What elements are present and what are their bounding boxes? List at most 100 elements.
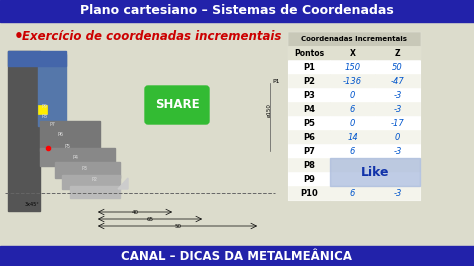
Bar <box>375 158 420 172</box>
Bar <box>375 130 420 144</box>
Text: Like: Like <box>361 165 389 178</box>
Text: •: • <box>14 28 24 44</box>
Bar <box>288 158 330 172</box>
Text: 150: 150 <box>345 63 361 72</box>
Bar <box>288 74 330 88</box>
Bar <box>8 51 40 211</box>
Text: 0: 0 <box>350 118 355 127</box>
Bar <box>375 60 420 74</box>
Bar <box>0 22 474 246</box>
Text: P8: P8 <box>303 160 315 169</box>
Text: P10: P10 <box>300 189 318 197</box>
Bar <box>38 105 47 114</box>
Text: P5: P5 <box>303 118 315 127</box>
Bar <box>0 246 474 266</box>
Text: P8: P8 <box>42 114 48 119</box>
Bar <box>375 74 420 88</box>
Bar <box>288 32 420 200</box>
Text: P6: P6 <box>303 132 315 142</box>
Bar <box>288 102 330 116</box>
Bar <box>375 172 420 186</box>
Text: ø150: ø150 <box>267 103 272 117</box>
Text: X: X <box>349 48 356 57</box>
Bar <box>375 88 420 102</box>
Text: 6: 6 <box>350 147 355 156</box>
Text: P1: P1 <box>303 63 315 72</box>
Bar <box>288 116 330 130</box>
Bar <box>288 130 330 144</box>
Bar <box>330 158 420 186</box>
Bar <box>330 130 375 144</box>
Text: P9: P9 <box>42 104 48 109</box>
Bar <box>288 172 330 186</box>
Text: 6: 6 <box>350 189 355 197</box>
Bar <box>330 102 375 116</box>
Text: Coordenadas Incrementais: Coordenadas Incrementais <box>301 36 407 42</box>
Text: P4: P4 <box>73 155 79 160</box>
Bar <box>330 60 375 74</box>
Text: P7: P7 <box>303 147 315 156</box>
Bar <box>375 186 420 200</box>
Bar <box>330 158 375 172</box>
Bar <box>55 162 120 178</box>
Text: 0: 0 <box>350 90 355 99</box>
Bar <box>330 186 375 200</box>
Text: -136: -136 <box>343 77 362 85</box>
Polygon shape <box>118 178 128 189</box>
Text: 50: 50 <box>392 63 403 72</box>
Bar <box>38 54 66 126</box>
Text: 0: 0 <box>395 132 400 142</box>
Bar <box>40 121 100 151</box>
Bar <box>375 116 420 130</box>
Text: -47: -47 <box>391 77 404 85</box>
Bar <box>288 46 330 60</box>
Bar <box>330 116 375 130</box>
Bar <box>375 102 420 116</box>
Bar <box>330 88 375 102</box>
Bar <box>288 88 330 102</box>
Text: Pontos: Pontos <box>294 48 324 57</box>
Bar <box>288 186 330 200</box>
Bar <box>40 148 115 166</box>
Text: P3: P3 <box>82 166 88 171</box>
Text: 6: 6 <box>350 105 355 114</box>
FancyBboxPatch shape <box>145 86 209 124</box>
Bar <box>375 144 420 158</box>
Text: 50: 50 <box>174 224 182 229</box>
Text: P3: P3 <box>303 90 315 99</box>
Text: 14: 14 <box>347 132 358 142</box>
Text: 3x45°: 3x45° <box>25 202 40 207</box>
Text: -3: -3 <box>393 105 401 114</box>
Text: P6: P6 <box>58 132 64 137</box>
Text: P2: P2 <box>92 177 98 182</box>
Text: -17: -17 <box>391 118 404 127</box>
Text: P4: P4 <box>303 105 315 114</box>
Text: Z: Z <box>395 48 401 57</box>
Text: -3: -3 <box>393 90 401 99</box>
Text: Exercício de coordenadas incrementais: Exercício de coordenadas incrementais <box>22 30 282 43</box>
Text: P2: P2 <box>303 77 315 85</box>
Bar <box>375 46 420 60</box>
Text: P9: P9 <box>303 174 315 184</box>
Bar <box>8 51 66 66</box>
Bar <box>288 144 330 158</box>
Text: Plano cartesiano – Sistemas de Coordenadas: Plano cartesiano – Sistemas de Coordenad… <box>80 5 394 18</box>
Bar <box>330 46 375 60</box>
Text: -3: -3 <box>393 147 401 156</box>
Bar <box>330 144 375 158</box>
Bar <box>0 0 474 22</box>
Text: P1: P1 <box>272 79 280 84</box>
Text: -3: -3 <box>393 189 401 197</box>
Text: 40: 40 <box>131 210 138 215</box>
Text: SHARE: SHARE <box>155 98 199 111</box>
Bar <box>330 172 375 186</box>
Text: CANAL – DICAS DA METALMEÂNICA: CANAL – DICAS DA METALMEÂNICA <box>121 250 353 263</box>
Bar <box>330 74 375 88</box>
Text: P7: P7 <box>50 122 56 127</box>
Bar <box>70 186 120 198</box>
Bar <box>288 60 330 74</box>
Bar <box>288 46 420 60</box>
Text: P5: P5 <box>65 144 71 149</box>
Bar <box>62 175 120 189</box>
Bar <box>288 32 420 46</box>
